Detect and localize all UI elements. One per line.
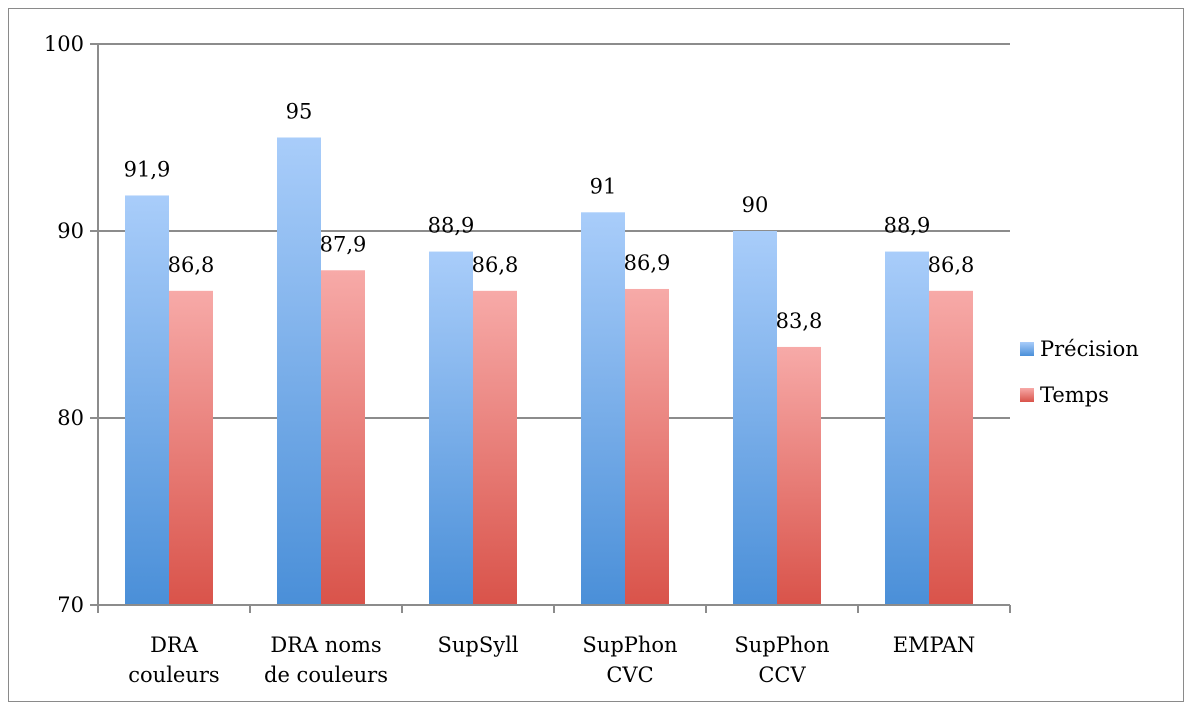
data-label: 83,8 (776, 309, 823, 333)
legend-swatch (1020, 342, 1034, 356)
data-label: 88,9 (428, 214, 475, 238)
gridlines (98, 43, 1010, 419)
legend-swatch (1020, 388, 1034, 402)
x-category-label: SupPhon CCV (734, 633, 829, 687)
y-tick-label: 80 (57, 406, 84, 430)
bar-precision (429, 251, 473, 605)
bar-precision (733, 231, 777, 605)
x-category-label: SupPhon CVC (582, 633, 677, 687)
data-label: 91,9 (124, 157, 171, 181)
x-category-label: EMPAN (893, 633, 976, 657)
bar-temps (321, 270, 365, 605)
bar-precision (885, 251, 929, 605)
bar-precision (581, 212, 625, 606)
x-category-label: DRA couleurs (128, 633, 219, 687)
data-label: 90 (742, 193, 769, 217)
bar-precision (277, 137, 321, 605)
legend: Précision Temps (1020, 337, 1139, 407)
data-label: 87,9 (320, 232, 367, 256)
data-label: 95 (286, 100, 313, 124)
data-label: 86,8 (168, 253, 215, 277)
axes (90, 43, 1011, 613)
x-category-label: DRA noms de couleurs (264, 633, 388, 687)
y-tick-label: 90 (57, 219, 84, 243)
data-label: 88,9 (884, 214, 931, 238)
data-label: 91 (590, 174, 617, 198)
data-label: 86,8 (928, 253, 975, 277)
y-tick-label: 100 (44, 32, 84, 56)
bars (125, 137, 973, 606)
bar-temps (473, 290, 517, 605)
legend-label: Temps (1040, 383, 1109, 407)
labels: 70 80 90 100 91,9 95 88,9 91 90 88,9 86,8 87,9 86,8 8… (44, 32, 975, 687)
bar-temps (777, 346, 821, 605)
bar-temps (929, 290, 973, 605)
x-category-label: SupSyll (437, 633, 518, 657)
legend-label: Précision (1040, 337, 1139, 361)
data-label: 86,8 (472, 253, 519, 277)
y-tick-label: 70 (57, 593, 84, 617)
bar-temps (169, 290, 213, 605)
bar-precision (125, 195, 169, 605)
data-label: 86,9 (624, 251, 671, 275)
bar-temps (625, 288, 669, 605)
